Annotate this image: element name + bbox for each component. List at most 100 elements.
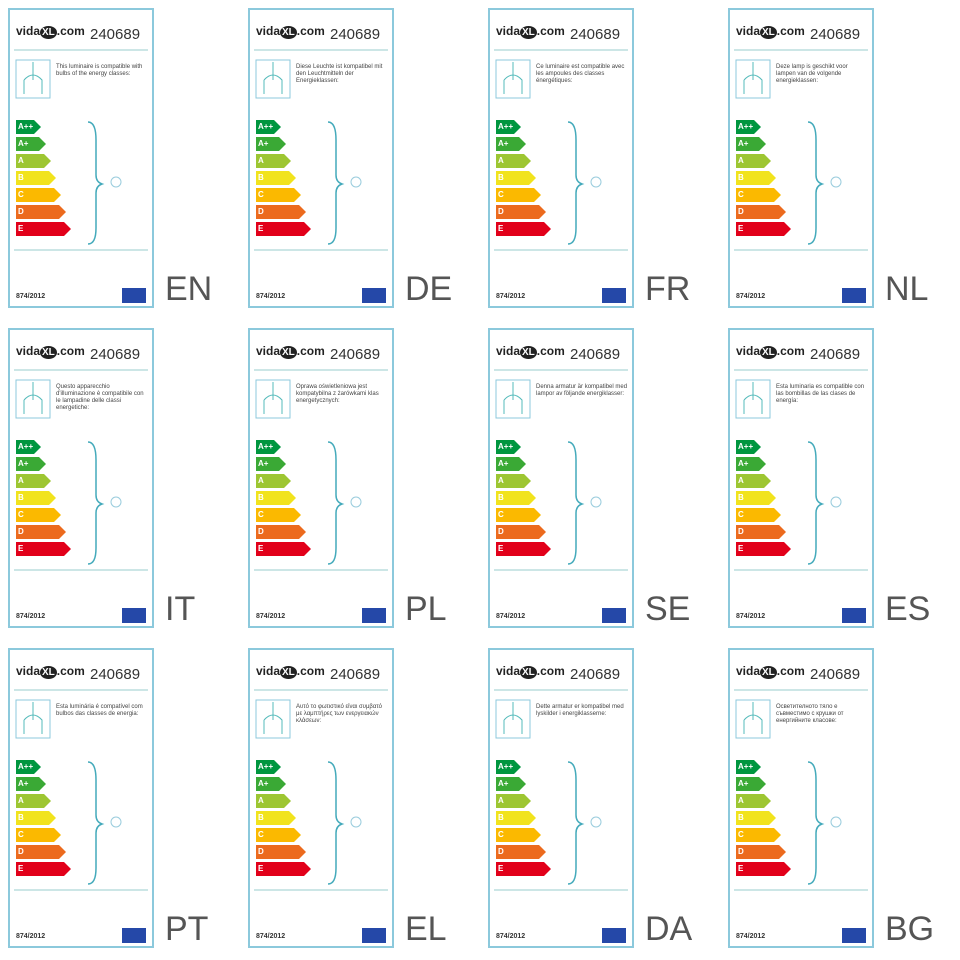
lamp-shape (23, 62, 43, 94)
lamp-shape (23, 382, 43, 414)
logo-mark: XL (760, 346, 777, 359)
energy-class: C (738, 830, 744, 839)
logo: vida XL .com (16, 664, 85, 679)
energy-class: C (18, 510, 24, 519)
lamp-shape (743, 62, 763, 94)
energy-class: E (18, 224, 24, 233)
energy-arrow (256, 845, 306, 859)
lamp-shape (503, 62, 523, 94)
logo-brand: vida (256, 664, 281, 678)
energy-class: A (18, 796, 24, 805)
language-code: DA (645, 910, 693, 948)
description: This luminaire is compatible with bulbs … (56, 64, 143, 77)
logo-mark: XL (280, 346, 297, 359)
energy-class: D (498, 527, 504, 536)
energy-class: A+ (18, 459, 29, 468)
energy-class: B (258, 813, 264, 822)
energy-class: C (498, 830, 504, 839)
language-code: NL (885, 270, 929, 308)
product-code: 240689 (90, 26, 141, 43)
energy-arrow (256, 171, 296, 185)
lamp-icon (15, 379, 51, 419)
energy-class: B (258, 493, 264, 502)
energy-class: B (738, 813, 744, 822)
eu-flag (362, 608, 386, 623)
energy-class: D (18, 847, 24, 856)
bracket (87, 761, 105, 885)
energy-class: B (498, 493, 504, 502)
energy-arrow (496, 474, 531, 488)
logo-suffix: .com (776, 664, 805, 678)
logo-brand: vida (736, 344, 761, 358)
bulb-icon (830, 496, 842, 508)
product-code: 240689 (810, 666, 861, 683)
lamp-icon (15, 699, 51, 739)
logo: vida XL .com (496, 24, 565, 39)
energy-arrow (16, 120, 41, 134)
lamp-icon (255, 699, 291, 739)
bracket (87, 441, 105, 565)
bulb-icon (830, 176, 842, 188)
energy-arrow (736, 188, 781, 202)
energy-arrow (496, 542, 551, 556)
description: Questo apparecchio d'illuminazione è com… (56, 384, 144, 411)
product-code: 240689 (570, 666, 621, 683)
energy-arrow (16, 474, 51, 488)
energy-class: B (738, 493, 744, 502)
logo-brand: vida (496, 344, 521, 358)
energy-class: D (18, 207, 24, 216)
energy-arrow (256, 440, 281, 454)
bracket (327, 121, 345, 245)
logo-suffix: .com (56, 344, 85, 358)
energy-class: D (738, 847, 744, 856)
energy-arrow (496, 205, 546, 219)
bracket (567, 441, 585, 565)
lamp-icon (495, 699, 531, 739)
eu-flag (122, 288, 146, 303)
lamp-shape (263, 62, 283, 94)
bulb-icon (590, 496, 602, 508)
energy-class: C (738, 510, 744, 519)
regulation: 874/2012 (736, 933, 766, 940)
energy-class: A (18, 476, 24, 485)
lamp-shape (263, 702, 283, 734)
energy-class: E (258, 224, 264, 233)
energy-arrow (736, 440, 761, 454)
energy-arrow (736, 171, 776, 185)
energy-arrow (496, 508, 541, 522)
energy-arrow (736, 862, 791, 876)
regulation: 874/2012 (256, 613, 286, 620)
eu-flag (122, 608, 146, 623)
logo-mark: XL (520, 666, 537, 679)
logo-suffix: .com (296, 664, 325, 678)
energy-class: E (18, 864, 24, 873)
energy-arrow (736, 457, 766, 471)
logo: vida XL .com (256, 664, 325, 679)
lamp-icon (15, 59, 51, 99)
language-code: SE (645, 590, 691, 628)
logo-suffix: .com (536, 664, 565, 678)
energy-arrow (736, 474, 771, 488)
energy-class: C (258, 830, 264, 839)
energy-class: A+ (738, 139, 749, 148)
bulb-icon (830, 816, 842, 828)
energy-arrow (256, 457, 286, 471)
energy-class: A++ (18, 122, 33, 131)
language-code: PT (165, 910, 209, 948)
energy-class: D (18, 527, 24, 536)
logo-mark: XL (40, 346, 57, 359)
logo-brand: vida (16, 344, 41, 358)
lamp-icon (735, 699, 771, 739)
energy-class: A++ (498, 122, 513, 131)
energy-class: A++ (738, 762, 753, 771)
energy-arrow (16, 862, 71, 876)
